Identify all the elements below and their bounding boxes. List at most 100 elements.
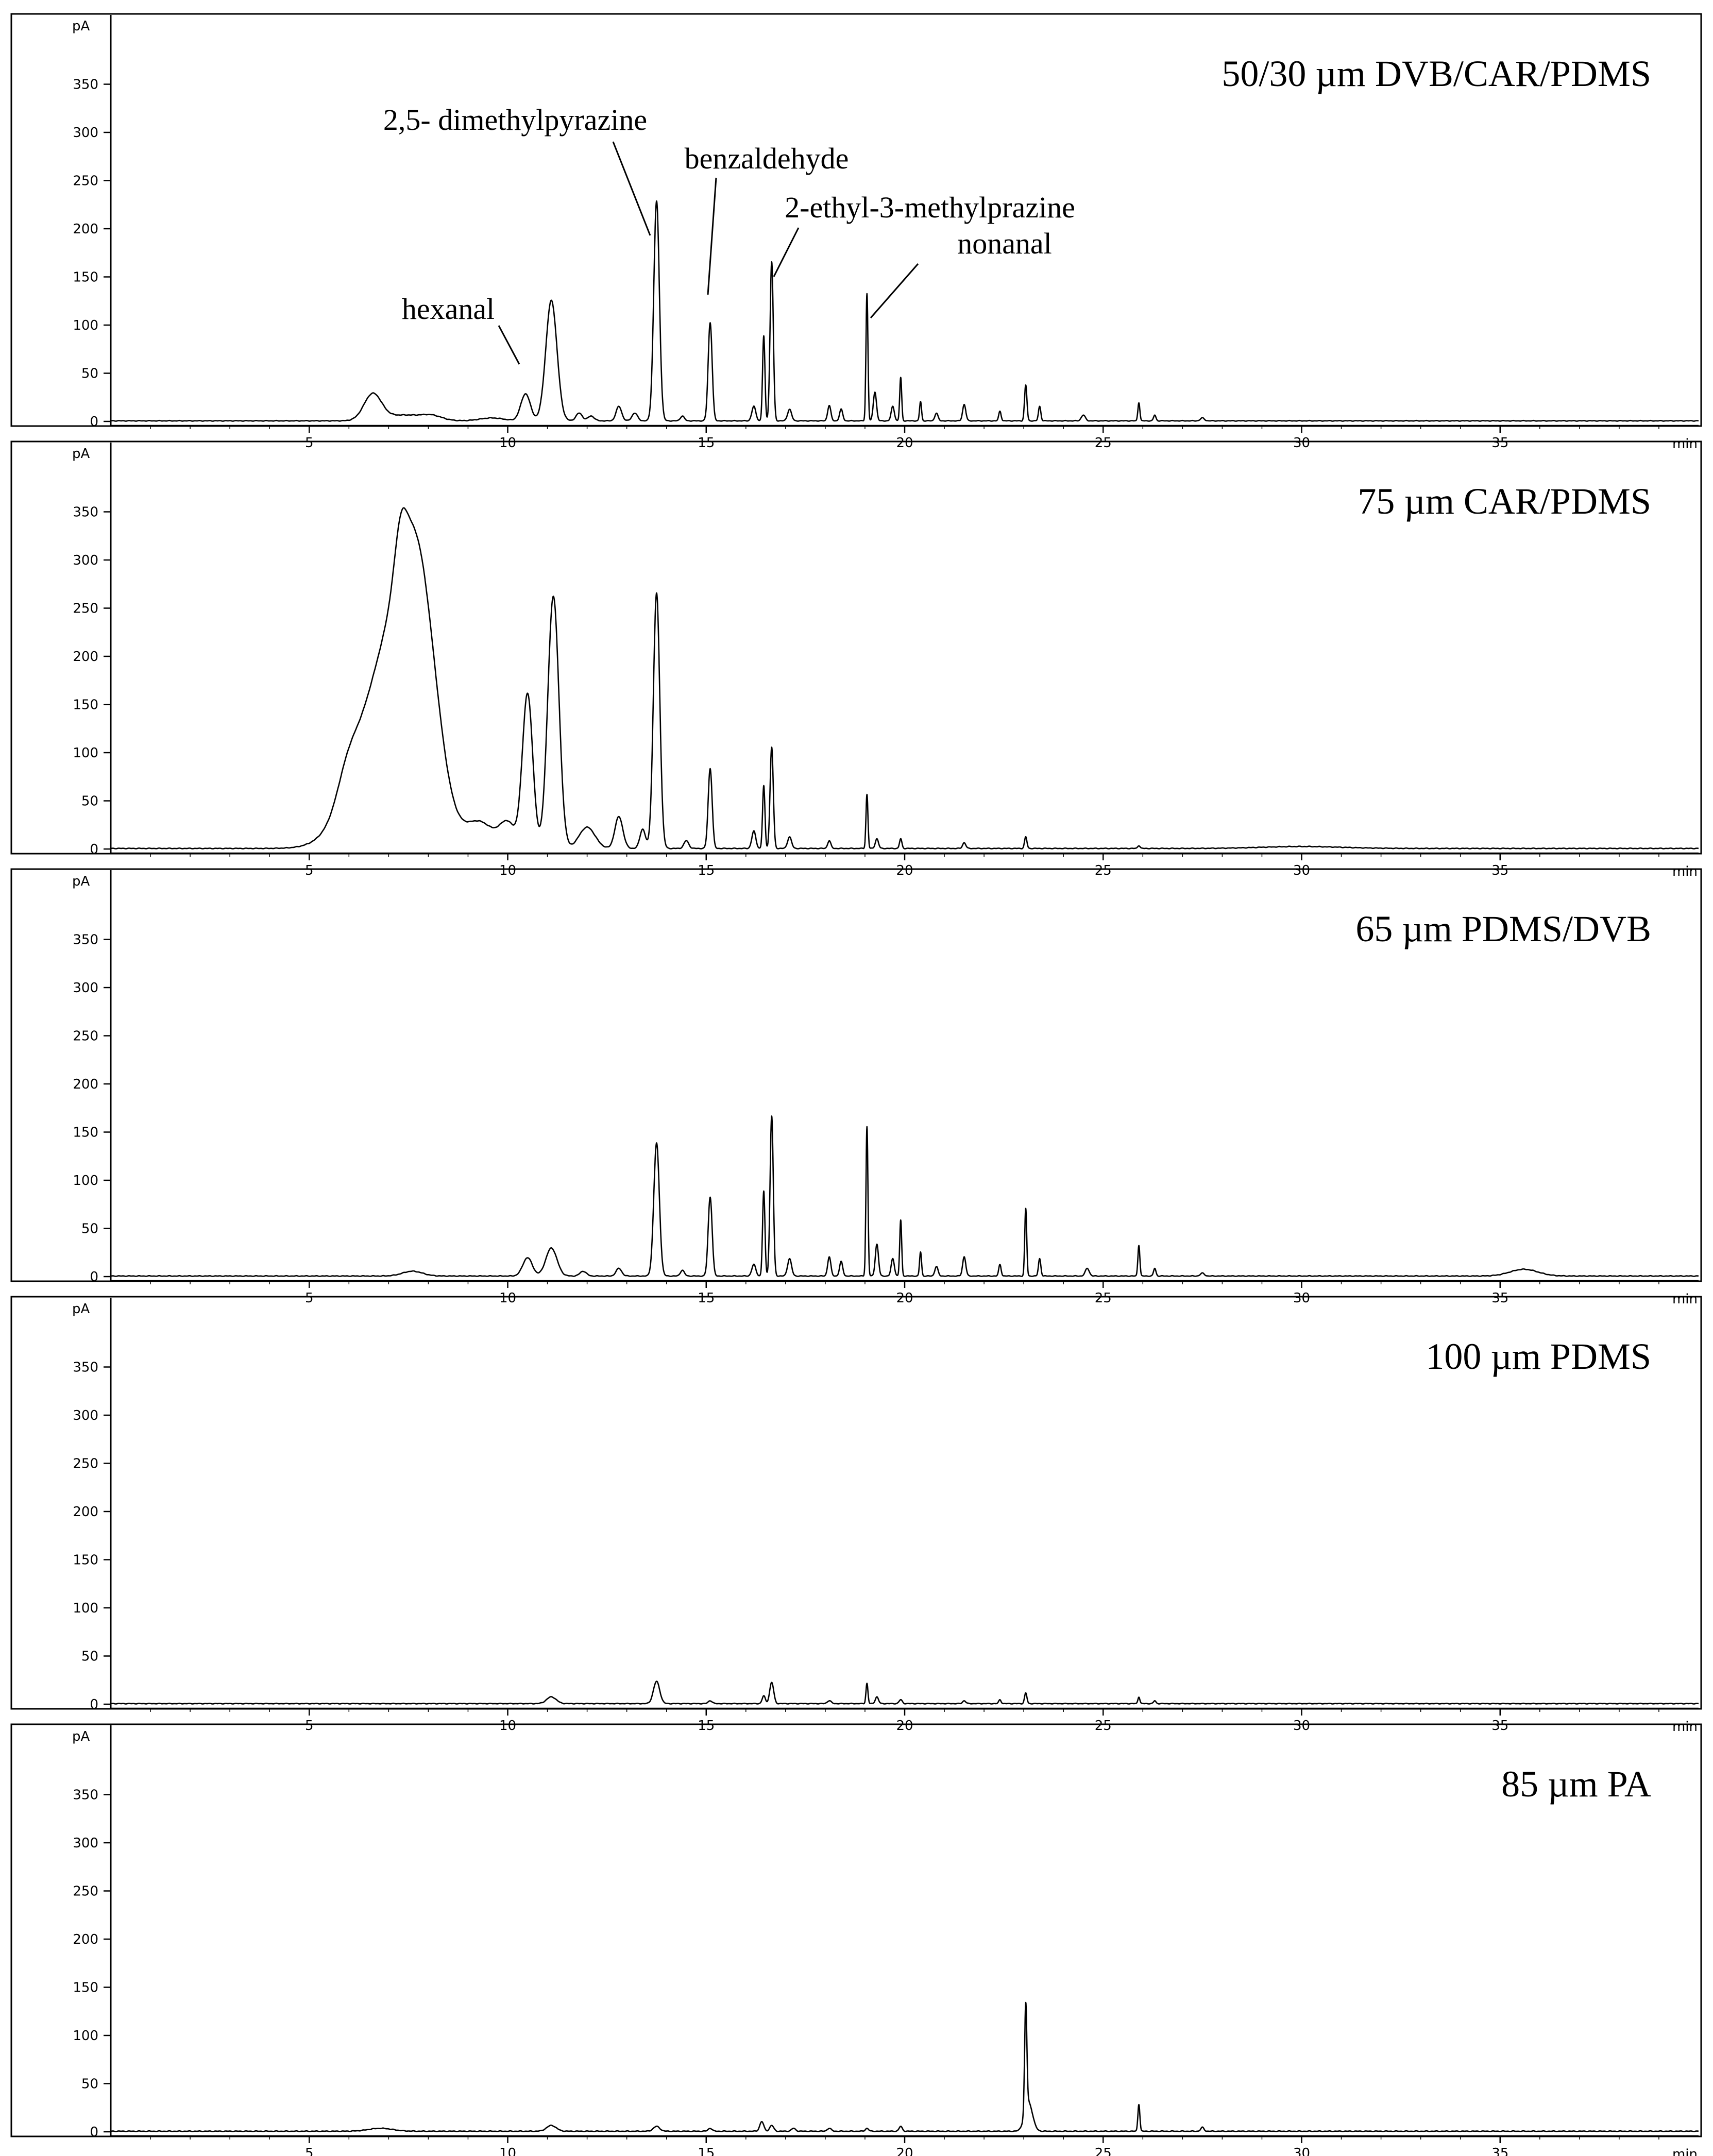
x-tick-label: 25 (1095, 2146, 1112, 2156)
y-tick-label: 50 (81, 2077, 98, 2092)
y-tick-label: 350 (73, 77, 98, 93)
x-tick-label: 15 (698, 1718, 715, 1734)
chromatogram-trace (110, 507, 1699, 850)
chromatogram-trace (110, 200, 1699, 422)
y-tick-label: 150 (73, 1125, 98, 1141)
x-tick-label: 10 (499, 1291, 516, 1306)
y-tick-label: 100 (73, 745, 98, 761)
chromatogram-panel-4: pA 0 50 100 150 200 250 300 350 5 10 15 20 25 30 35 min 1… (10, 1296, 1702, 1735)
x-tick-label: 35 (1491, 1718, 1508, 1734)
x-tick-label: 30 (1293, 435, 1310, 451)
y-tick-label: 150 (73, 1553, 98, 1568)
x-tick-label: 5 (305, 2146, 314, 2156)
y-tick-label: 300 (73, 980, 98, 996)
x-tick-label: 5 (305, 1291, 314, 1306)
x-axis-unit-label: min (1672, 864, 1698, 879)
y-tick-label: 300 (73, 1836, 98, 1851)
x-tick-label: 10 (499, 435, 516, 451)
x-tick-label: 15 (698, 2146, 715, 2156)
y-tick-label: 300 (73, 553, 98, 568)
y-tick-label: 350 (73, 505, 98, 520)
y-tick-label: 100 (73, 1173, 98, 1189)
y-tick-label: 150 (73, 1980, 98, 1996)
y-tick-label: 0 (90, 1697, 98, 1712)
panel-title: 75 µm CAR/PDMS (1358, 481, 1651, 522)
y-tick-label: 0 (90, 414, 98, 430)
y-tick-label: 50 (81, 1649, 98, 1665)
x-tick-label: 30 (1293, 2146, 1310, 2156)
y-tick-label: 300 (73, 125, 98, 141)
y-tick-label: 50 (81, 794, 98, 809)
y-tick-label: 200 (73, 1077, 98, 1092)
peak-annotation-label: benzaldehyde (685, 142, 849, 175)
x-axis-unit-label: min (1672, 2147, 1698, 2156)
x-tick-label: 5 (305, 1718, 314, 1734)
panel-title: 50/30 µm DVB/CAR/PDMS (1222, 53, 1651, 94)
chromatogram-panel-1: pA 0 50 100 150 200 250 300 350 5 10 15 20 25 30 35 min 5… (10, 13, 1702, 452)
x-tick-label: 30 (1293, 1718, 1310, 1734)
chromatogram-trace (110, 2001, 1699, 2132)
x-tick-label: 10 (499, 1718, 516, 1734)
peak-annotation-label: 2-ethyl-3-methylprazine (785, 191, 1075, 224)
y-tick-label: 300 (73, 1408, 98, 1423)
y-tick-label: 350 (73, 932, 98, 948)
y-tick-label: 50 (81, 1221, 98, 1237)
y-axis-unit-label: pA (72, 1729, 90, 1744)
y-tick-label: 250 (73, 1884, 98, 1899)
y-tick-label: 250 (73, 1029, 98, 1044)
annotation-leader-line (707, 177, 717, 295)
x-tick-label: 15 (698, 1291, 715, 1306)
y-tick-label: 150 (73, 698, 98, 713)
panel-title: 85 µm PA (1501, 1763, 1651, 1805)
x-tick-label: 20 (896, 2146, 913, 2156)
x-axis-unit-label: min (1672, 436, 1698, 452)
annotation-leader-line (612, 141, 651, 236)
peak-annotation-label: 2,5- dimethylpyrazine (383, 103, 647, 137)
y-tick-label: 250 (73, 601, 98, 617)
x-tick-label: 25 (1095, 1718, 1112, 1734)
chromatogram-panel-5: pA 0 50 100 150 200 250 300 350 5 10 15 20 25 30 35 min 8… (10, 1723, 1702, 2156)
x-tick-label: 25 (1095, 435, 1112, 451)
y-tick-label: 100 (73, 1601, 98, 1616)
x-tick-label: 30 (1293, 1291, 1310, 1306)
chromatogram-trace (110, 1115, 1699, 1277)
y-tick-label: 100 (73, 2028, 98, 2044)
y-tick-label: 250 (73, 174, 98, 189)
x-tick-label: 10 (499, 2146, 516, 2156)
y-tick-label: 350 (73, 1788, 98, 1803)
x-tick-label: 15 (698, 863, 715, 878)
y-tick-label: 150 (73, 270, 98, 285)
peak-annotation-label: nonanal (957, 227, 1052, 260)
y-tick-label: 0 (90, 842, 98, 857)
panel-title: 65 µm PDMS/DVB (1355, 908, 1651, 949)
x-tick-label: 35 (1491, 863, 1508, 878)
y-tick-label: 200 (73, 1504, 98, 1520)
x-tick-label: 20 (896, 863, 913, 878)
y-tick-label: 200 (73, 649, 98, 665)
x-tick-label: 35 (1491, 2146, 1508, 2156)
annotation-leader-line (498, 325, 520, 365)
x-tick-label: 20 (896, 435, 913, 451)
x-tick-label: 5 (305, 863, 314, 878)
chromatogram-panel-3: pA 0 50 100 150 200 250 300 350 5 10 15 20 25 30 35 min 6… (10, 868, 1702, 1307)
x-tick-label: 35 (1491, 1291, 1508, 1306)
x-tick-label: 5 (305, 435, 314, 451)
y-tick-label: 250 (73, 1456, 98, 1472)
y-tick-label: 350 (73, 1360, 98, 1376)
x-tick-label: 25 (1095, 1291, 1112, 1306)
panel-title: 100 µm PDMS (1426, 1336, 1651, 1377)
y-axis-unit-label: pA (72, 874, 90, 889)
x-tick-label: 20 (896, 1718, 913, 1734)
peak-annotation-label: hexanal (402, 292, 495, 326)
y-axis-unit-label: pA (72, 19, 90, 34)
y-tick-label: 0 (90, 2125, 98, 2140)
y-axis-unit-label: pA (72, 1301, 90, 1317)
y-tick-label: 100 (73, 318, 98, 333)
x-axis-unit-label: min (1672, 1719, 1698, 1735)
x-tick-label: 20 (896, 1291, 913, 1306)
x-tick-label: 35 (1491, 435, 1508, 451)
x-axis-unit-label: min (1672, 1292, 1698, 1307)
y-axis-unit-label: pA (72, 446, 90, 462)
